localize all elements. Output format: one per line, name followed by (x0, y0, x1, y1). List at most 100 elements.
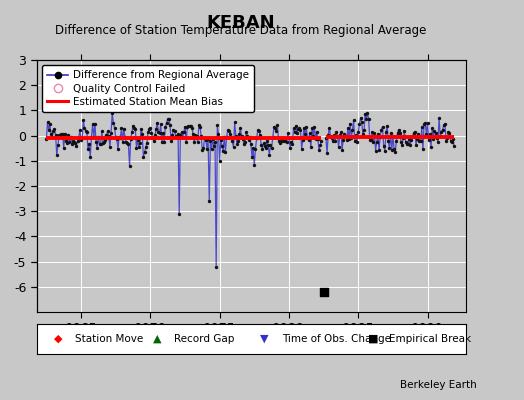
Point (100, 138, 108, 145)
Point (427, 144, 435, 150)
Point (137, 125, 145, 132)
Point (96, 140, 105, 147)
Point (360, 127, 368, 134)
Point (283, 130, 292, 136)
Point (288, 141, 297, 147)
Point (305, 130, 314, 136)
Point (378, 124, 387, 130)
Point (417, 138, 425, 145)
Text: ■: ■ (367, 334, 378, 344)
Point (177, 129, 185, 136)
Point (139, 154, 148, 160)
Point (101, 137, 110, 143)
Point (375, 147, 383, 153)
Point (143, 140, 151, 146)
Point (117, 124, 126, 131)
Point (64, 132, 72, 138)
Point (422, 131, 431, 138)
Point (188, 124, 196, 131)
Point (296, 127, 304, 133)
Point (332, 128, 341, 135)
Text: Time of Obs. Change: Time of Obs. Change (281, 334, 390, 344)
Point (222, 134, 231, 140)
Point (312, 129, 321, 135)
Legend: Difference from Regional Average, Quality Control Failed, Estimated Station Mean: Difference from Regional Average, Qualit… (42, 65, 254, 112)
Point (107, 130, 115, 136)
Point (418, 124, 426, 131)
Text: Berkeley Earth: Berkeley Earth (400, 380, 477, 390)
Point (138, 131, 146, 138)
Point (182, 138, 190, 145)
Point (106, 143, 114, 150)
Point (162, 120, 171, 126)
Point (299, 137, 307, 143)
Point (280, 137, 289, 144)
Point (304, 137, 313, 143)
Point (365, 116, 373, 122)
Point (369, 139, 377, 146)
Point (337, 129, 345, 136)
Point (251, 146, 259, 152)
Point (126, 136, 135, 142)
Point (226, 130, 234, 137)
Point (334, 144, 343, 150)
Point (122, 139, 130, 145)
Point (287, 139, 296, 145)
Point (373, 139, 381, 145)
Point (442, 138, 450, 144)
Point (121, 134, 129, 140)
Point (71, 140, 80, 146)
Point (347, 135, 355, 141)
Point (224, 127, 232, 134)
Point (94, 134, 103, 140)
Point (194, 122, 203, 129)
Point (176, 132, 184, 138)
Point (160, 139, 168, 145)
Point (263, 138, 271, 144)
Point (81, 128, 90, 134)
Point (46, 121, 54, 128)
Point (42, 136, 51, 142)
Point (293, 129, 301, 136)
Point (141, 144, 150, 150)
Point (413, 136, 421, 142)
Point (433, 135, 441, 142)
Point (366, 137, 374, 143)
Point (322, 135, 330, 141)
Point (390, 146, 398, 152)
Point (78, 135, 86, 141)
Point (271, 125, 279, 131)
Point (148, 135, 157, 141)
Point (324, 132, 332, 138)
Point (157, 121, 165, 128)
Point (330, 132, 338, 139)
Point (439, 126, 447, 133)
Point (119, 125, 128, 132)
Point (132, 145, 140, 151)
Point (184, 123, 193, 129)
Point (62, 138, 70, 144)
Point (196, 124, 204, 130)
Point (289, 125, 298, 132)
Text: Station Move: Station Move (75, 334, 144, 344)
Point (431, 130, 440, 136)
Point (150, 138, 158, 144)
Point (89, 121, 97, 127)
Point (383, 123, 391, 129)
Text: ▼: ▼ (260, 334, 269, 344)
Point (165, 116, 173, 122)
Point (309, 133, 318, 140)
Point (247, 140, 255, 147)
Point (192, 132, 201, 139)
Point (391, 149, 399, 155)
Point (264, 142, 272, 149)
Point (214, 131, 223, 138)
Point (199, 145, 208, 152)
Point (353, 138, 361, 145)
Point (341, 133, 350, 140)
Point (292, 122, 300, 129)
Point (421, 120, 430, 126)
Point (153, 119, 161, 126)
Point (209, 136, 217, 142)
Point (63, 140, 71, 146)
